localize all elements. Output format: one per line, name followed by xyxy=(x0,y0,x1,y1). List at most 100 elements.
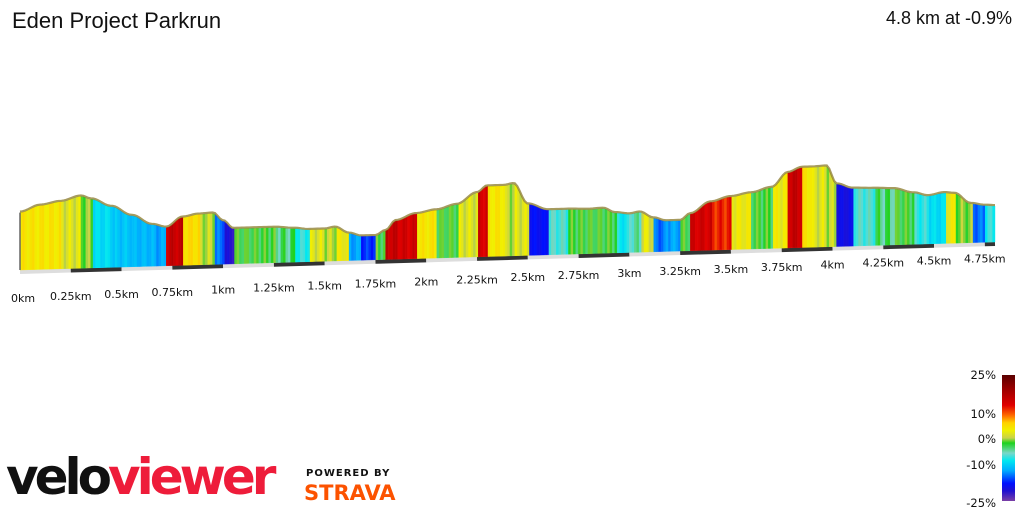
profile-segment xyxy=(590,209,594,254)
profile-segment xyxy=(122,211,126,268)
profile-segment xyxy=(685,214,689,252)
profile-segment xyxy=(853,188,857,247)
profile-segment xyxy=(58,201,62,270)
profile-segment xyxy=(543,209,547,256)
profile-segment xyxy=(197,214,201,266)
profile-segment xyxy=(480,188,484,257)
profile-segment xyxy=(329,227,333,262)
distance-tick-label: 4.25km xyxy=(862,257,904,270)
profile-segment xyxy=(141,219,145,267)
gradient-legend: 25% 10% 0% -10% -25% xyxy=(950,368,1024,512)
profile-segment xyxy=(231,228,235,265)
profile-segment xyxy=(733,195,737,250)
profile-segment xyxy=(146,223,150,267)
profile-segment xyxy=(775,182,779,249)
profile-segment xyxy=(872,188,876,246)
distance-axis-segment xyxy=(730,248,782,254)
profile-segment xyxy=(36,205,40,270)
profile-segment xyxy=(631,213,635,253)
profile-segment xyxy=(765,187,769,249)
profile-segment xyxy=(599,208,603,254)
profile-segment xyxy=(485,186,489,257)
profile-segment xyxy=(451,204,455,258)
profile-segment xyxy=(736,195,740,250)
profile-segment xyxy=(478,190,481,258)
profile-segment xyxy=(946,192,949,244)
profile-segment xyxy=(265,227,269,264)
profile-segment xyxy=(88,198,91,269)
profile-segment xyxy=(229,226,233,265)
profile-segment xyxy=(634,212,637,253)
profile-segment xyxy=(575,209,579,255)
profile-segment xyxy=(677,220,681,252)
profile-segment xyxy=(512,183,516,257)
profile-segment xyxy=(361,236,364,261)
profile-segment xyxy=(127,214,130,268)
profile-segment xyxy=(66,199,69,269)
profile-segment xyxy=(975,204,979,243)
profile-segment xyxy=(614,212,618,254)
profile-segment xyxy=(660,220,664,252)
profile-segment xyxy=(219,219,223,265)
profile-segment xyxy=(107,206,111,268)
profile-segment xyxy=(85,197,89,269)
profile-segment xyxy=(972,203,976,243)
distance-tick-label: 4.5km xyxy=(917,255,952,268)
profile-segment xyxy=(348,233,352,261)
profile-segment xyxy=(816,166,820,248)
profile-segment xyxy=(253,228,257,264)
distance-axis-segment xyxy=(832,245,884,251)
profile-segment xyxy=(456,204,459,258)
profile-segment xyxy=(273,227,277,263)
profile-segment xyxy=(341,230,345,261)
distance-tick-label: 2.25km xyxy=(456,273,498,286)
profile-segment xyxy=(151,224,155,267)
profile-segment xyxy=(819,166,823,248)
profile-segment xyxy=(987,205,991,243)
profile-segment xyxy=(573,209,576,255)
distance-axis-segment xyxy=(273,261,325,267)
profile-segment xyxy=(638,212,642,253)
profile-segment xyxy=(205,213,208,265)
profile-segment xyxy=(446,206,450,258)
profile-segment xyxy=(397,219,401,260)
profile-segment xyxy=(924,195,927,245)
distance-axis-segment xyxy=(883,243,935,250)
profile-segment xyxy=(251,228,255,264)
profile-segment xyxy=(607,209,611,254)
profile-segment xyxy=(300,228,303,263)
profile-segment xyxy=(892,188,896,246)
profile-segment xyxy=(256,227,260,264)
distance-tick-label: 2.5km xyxy=(511,271,546,284)
distance-tick-labels: 0km 0.25km 0.5km 0.75km 1km 1.25km 1.5km 1.75km… xyxy=(11,252,1006,305)
profile-segment xyxy=(395,220,399,260)
profile-segment xyxy=(982,205,986,243)
profile-segment xyxy=(224,221,228,265)
profile-segment xyxy=(841,184,845,247)
profile-segment xyxy=(760,189,764,249)
profile-segment xyxy=(322,229,325,262)
profile-segment xyxy=(302,229,306,263)
profile-segment xyxy=(234,228,238,265)
profile-segment xyxy=(22,211,26,271)
profile-segment xyxy=(378,232,381,260)
profile-segment xyxy=(70,197,74,269)
profile-segment xyxy=(821,166,825,248)
profile-segment xyxy=(368,235,372,261)
profile-segment xyxy=(887,188,891,246)
profile-segment xyxy=(168,225,172,266)
distance-axis-segment xyxy=(934,242,985,248)
profile-segment xyxy=(860,188,864,247)
profile-segment xyxy=(914,193,918,245)
profile-segment xyxy=(114,207,118,268)
profile-segment xyxy=(31,206,35,270)
profile-segment xyxy=(651,217,654,253)
profile-segment xyxy=(643,213,647,253)
profile-segment xyxy=(148,224,152,267)
profile-segment xyxy=(585,209,589,254)
profile-segment xyxy=(497,185,501,257)
distance-axis-segment xyxy=(223,262,274,269)
profile-segment xyxy=(295,228,299,263)
profile-segment xyxy=(439,209,442,259)
profile-segment xyxy=(595,208,598,254)
